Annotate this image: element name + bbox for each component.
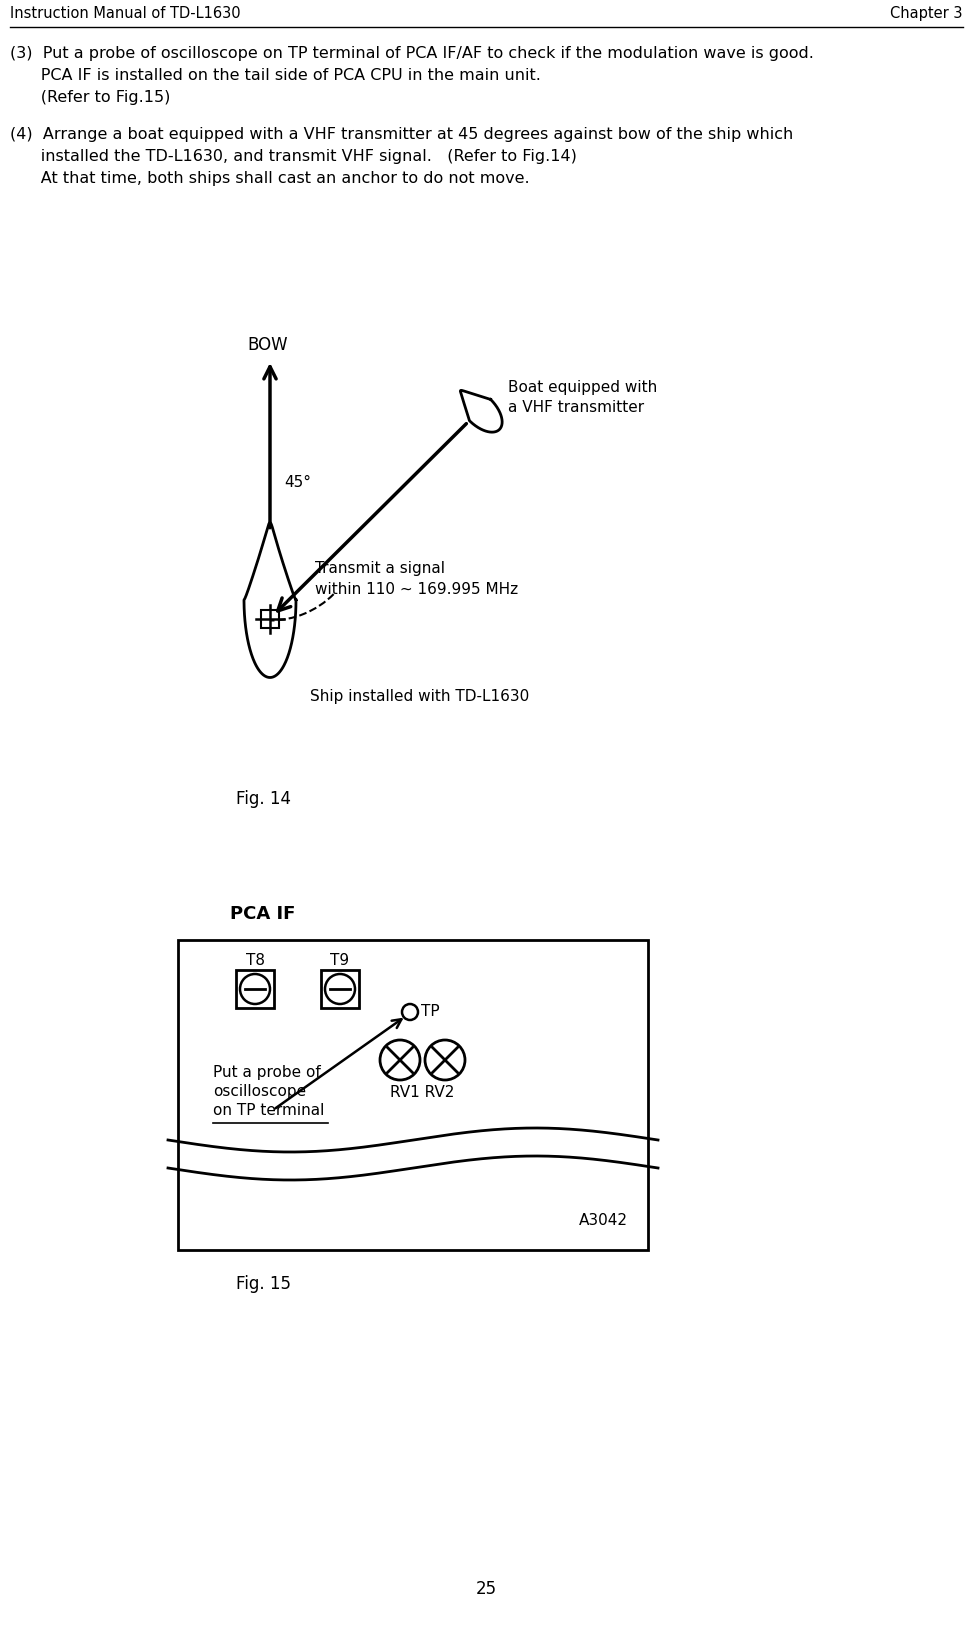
Text: Boat equipped with: Boat equipped with [508,380,657,395]
Text: 45°: 45° [284,474,311,489]
Text: PCA IF: PCA IF [231,905,296,923]
Text: BOW: BOW [248,336,288,354]
Circle shape [425,1040,465,1081]
Text: Put a probe of: Put a probe of [213,1064,321,1081]
Text: RV1 RV2: RV1 RV2 [390,1086,454,1100]
Text: (Refer to Fig.15): (Refer to Fig.15) [10,89,170,106]
Text: (3)  Put a probe of oscilloscope on TP terminal of PCA IF/AF to check if the mod: (3) Put a probe of oscilloscope on TP te… [10,46,813,62]
Text: Instruction Manual of TD-L1630: Instruction Manual of TD-L1630 [10,6,240,21]
Text: A3042: A3042 [579,1212,628,1228]
Text: installed the TD-L1630, and transmit VHF signal.   (Refer to Fig.14): installed the TD-L1630, and transmit VHF… [10,150,577,164]
Text: PCA IF is installed on the tail side of PCA CPU in the main unit.: PCA IF is installed on the tail side of … [10,68,541,83]
Bar [178,939,648,1250]
Text: TP: TP [421,1004,440,1019]
Text: Fig. 15: Fig. 15 [235,1276,291,1294]
Circle shape [402,1004,418,1020]
Bar [321,970,359,1008]
Text: T9: T9 [331,952,349,968]
Text: 25: 25 [476,1580,496,1597]
Circle shape [380,1040,420,1081]
Text: (4)  Arrange a boat equipped with a VHF transmitter at 45 degrees against bow of: (4) Arrange a boat equipped with a VHF t… [10,127,793,141]
Text: Chapter 3: Chapter 3 [890,6,963,21]
Text: Transmit a signal: Transmit a signal [315,561,445,575]
Text: oscilloscope: oscilloscope [213,1084,306,1098]
Polygon shape [244,523,296,678]
Bar [261,609,279,627]
Bar [236,970,274,1008]
Text: a VHF transmitter: a VHF transmitter [508,400,644,414]
Polygon shape [460,390,502,432]
Text: Fig. 14: Fig. 14 [235,790,291,808]
Text: At that time, both ships shall cast an anchor to do not move.: At that time, both ships shall cast an a… [10,171,529,185]
Text: T8: T8 [245,952,265,968]
Text: within 110 ~ 169.995 MHz: within 110 ~ 169.995 MHz [315,582,519,598]
Text: on TP terminal: on TP terminal [213,1103,324,1118]
Text: Ship installed with TD-L1630: Ship installed with TD-L1630 [310,689,529,705]
